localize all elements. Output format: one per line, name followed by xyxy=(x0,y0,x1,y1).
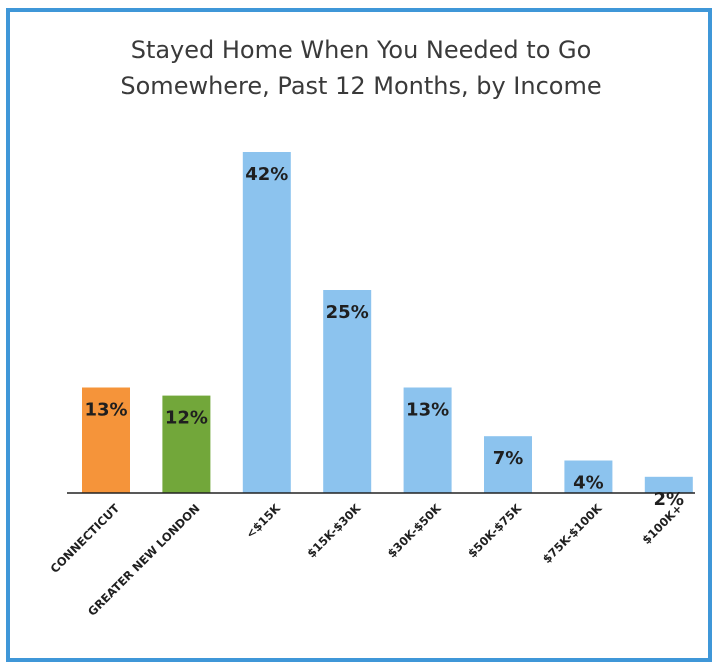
bar-6 xyxy=(564,460,613,493)
bar-1 xyxy=(162,395,211,493)
category-label-6: $75K-$100K xyxy=(540,500,606,566)
bar-4 xyxy=(403,387,452,493)
value-label-5: 7% xyxy=(493,448,524,469)
bar-7 xyxy=(644,476,693,493)
value-label-2: 42% xyxy=(245,164,288,185)
category-label-3: $15K-$30K xyxy=(304,500,364,560)
value-label-4: 13% xyxy=(406,400,449,421)
value-label-6: 4% xyxy=(573,473,604,494)
chart-title-line-1: Stayed Home When You Needed to Go xyxy=(130,36,592,64)
category-label-4: $30K-$50K xyxy=(385,500,445,560)
chart-title: Stayed Home When You Needed to Go Somewh… xyxy=(0,32,722,104)
chart-title-line-2: Somewhere, Past 12 Months, by Income xyxy=(120,72,602,100)
value-label-7: 2% xyxy=(654,489,685,510)
bar-0 xyxy=(82,387,130,493)
value-label-0: 13% xyxy=(84,400,127,421)
value-label-1: 12% xyxy=(165,408,208,429)
category-label-0: CONNECTICUT xyxy=(48,501,123,576)
value-label-3: 25% xyxy=(326,302,369,323)
category-label-5: $50K-$75K xyxy=(465,500,525,560)
category-label-2: <$15K xyxy=(243,500,284,541)
bar-2 xyxy=(242,152,291,493)
bar-5 xyxy=(484,436,532,493)
bar-3 xyxy=(323,290,372,493)
